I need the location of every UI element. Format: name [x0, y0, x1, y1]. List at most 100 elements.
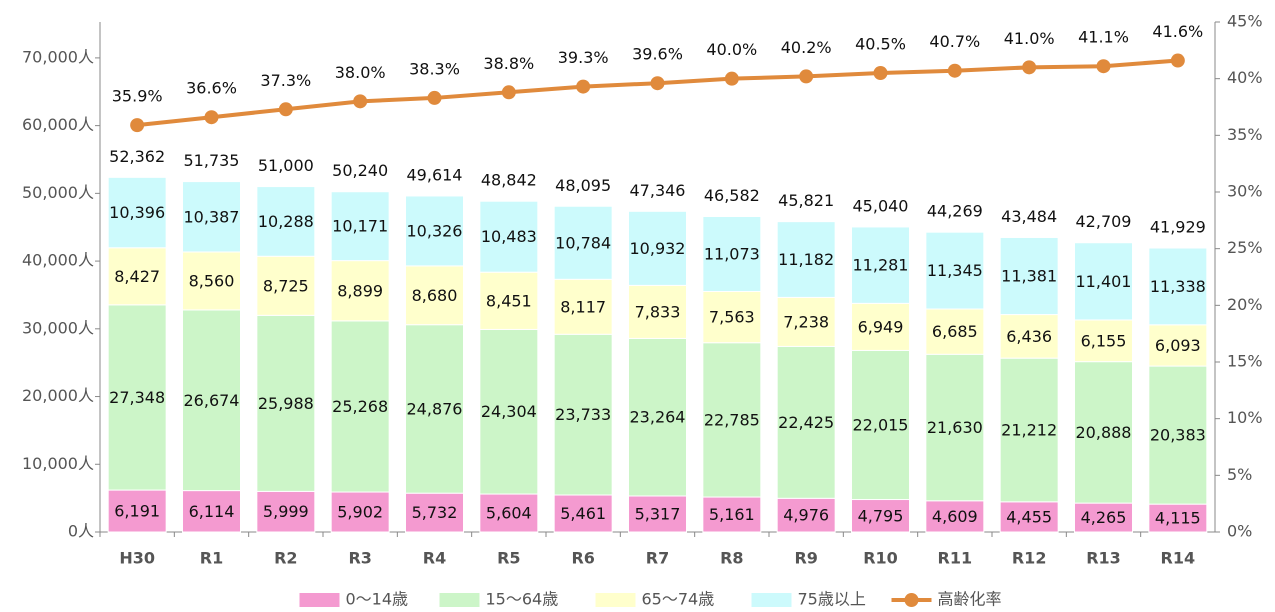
bar-segment [851, 349, 910, 501]
rate-point [650, 76, 665, 91]
segment-label: 5,902 [337, 503, 383, 522]
bar-segment [479, 271, 539, 330]
bar-segment [330, 191, 390, 262]
y-tick-label: 60,000人 [22, 115, 94, 134]
legend-label: 高齢化率 [938, 590, 1002, 609]
rate-label: 40.0% [706, 40, 757, 59]
legend-label: 0～14歳 [346, 590, 409, 609]
total-label: 45,821 [778, 191, 834, 210]
segment-label: 22,425 [778, 413, 834, 432]
segment-label: 5,461 [560, 504, 606, 523]
y2-tick-label: 45% [1227, 12, 1263, 31]
segment-label: 5,999 [263, 502, 309, 521]
segment-label: 5,161 [709, 505, 755, 524]
rate-label: 40.7% [929, 32, 980, 51]
x-tick-label: H30 [119, 549, 155, 568]
segment-label: 10,288 [258, 212, 314, 231]
rate-label: 37.3% [260, 71, 311, 90]
rate-label: 38.0% [335, 63, 386, 82]
rate-point [1170, 53, 1185, 68]
bar-segment [256, 186, 316, 257]
bar-segment [553, 333, 613, 496]
rate-point [576, 79, 591, 94]
y2-tick-label: 20% [1227, 295, 1263, 314]
segment-label: 11,401 [1076, 272, 1132, 291]
y2-tick-label: 15% [1227, 352, 1263, 371]
bar-segment [1074, 242, 1133, 321]
segment-label: 10,784 [555, 233, 611, 252]
bar-segment [405, 324, 464, 494]
bar-segment [479, 328, 539, 495]
legend-swatch [595, 593, 636, 607]
segment-label: 4,609 [932, 507, 978, 526]
x-tick-label: R12 [1012, 549, 1047, 568]
segment-label: 8,560 [189, 271, 235, 290]
total-label: 50,240 [332, 161, 388, 180]
x-tick-label: R6 [571, 549, 594, 568]
bar-segment [851, 226, 910, 304]
segment-label: 4,455 [1006, 507, 1052, 526]
rate-point [427, 90, 442, 105]
segment-label: 24,304 [481, 402, 537, 421]
x-tick-label: R11 [938, 549, 973, 568]
y2-tick-label: 35% [1227, 125, 1263, 144]
segment-label: 23,733 [555, 405, 611, 424]
legend-marker [904, 593, 919, 607]
segment-label: 10,387 [184, 207, 240, 226]
bar-segment [182, 309, 241, 492]
segment-label: 27,348 [109, 388, 165, 407]
segment-label: 10,171 [332, 217, 388, 236]
segment-label: 10,326 [407, 221, 463, 240]
legend-label: 75歳以上 [798, 590, 866, 609]
segment-label: 6,093 [1155, 336, 1201, 355]
bar-segment [182, 490, 241, 533]
legend-swatch [299, 593, 340, 607]
rate-point [278, 102, 293, 117]
segment-label: 21,630 [927, 418, 983, 437]
y2-tick-label: 5% [1227, 465, 1252, 484]
legend-swatch [439, 593, 480, 607]
segment-label: 7,238 [783, 312, 829, 331]
x-tick-label: R2 [274, 549, 297, 568]
rate-point [1096, 59, 1111, 74]
bar-segment [628, 337, 687, 497]
bar-segment [776, 296, 836, 347]
segment-label: 11,381 [1001, 267, 1057, 286]
bar-segment [479, 200, 539, 273]
segment-label: 5,317 [635, 504, 681, 523]
segment-label: 8,899 [337, 281, 383, 300]
y-tick-label: 30,000人 [22, 318, 94, 337]
bar-segment [405, 265, 464, 326]
x-tick-label: R13 [1086, 549, 1121, 568]
bar-segment [1148, 365, 1208, 505]
bar-segment [702, 342, 762, 498]
y2-tick-label: 25% [1227, 238, 1263, 257]
bar-segment [330, 260, 390, 322]
bar-segment [999, 236, 1059, 316]
segment-label: 11,345 [927, 261, 983, 280]
segment-label: 10,483 [481, 227, 537, 246]
y2-tick-label: 0% [1227, 522, 1252, 541]
rate-point [501, 85, 516, 100]
bar-segment [256, 314, 316, 492]
total-label: 43,484 [1001, 207, 1057, 226]
segment-label: 11,338 [1150, 277, 1206, 296]
bar-segment [702, 216, 762, 293]
x-tick-label: R8 [720, 549, 743, 568]
segment-label: 7,833 [635, 302, 681, 321]
bar-segment [999, 314, 1059, 359]
segment-label: 6,191 [114, 502, 160, 521]
segment-label: 22,785 [704, 410, 760, 429]
bar-segment [1074, 319, 1133, 363]
y-tick-label: 70,000人 [22, 47, 94, 66]
bar-segment [405, 195, 464, 267]
segment-label: 5,604 [486, 504, 532, 523]
bar-segment [479, 493, 539, 533]
segment-label: 25,988 [258, 394, 314, 413]
bar-segment [925, 308, 985, 355]
rate-label: 40.2% [781, 38, 832, 57]
segment-label: 5,732 [412, 503, 458, 522]
bar-segment [182, 181, 241, 253]
rate-label: 41.1% [1078, 28, 1129, 47]
